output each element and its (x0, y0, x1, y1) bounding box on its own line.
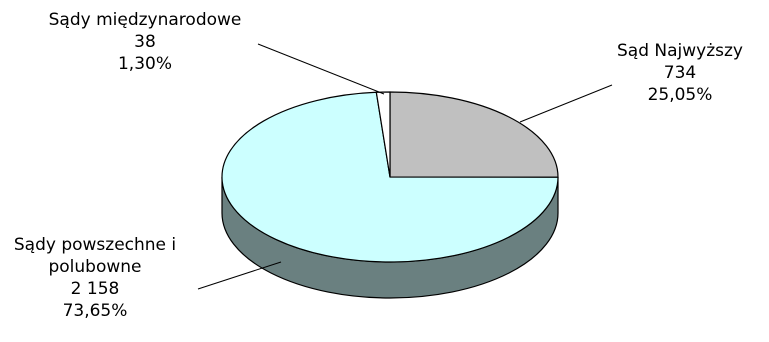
pie-slice-0 (389, 91, 559, 178)
label-sad-najwyzszy-name: Sąd Najwyższy (617, 41, 743, 61)
leader-sady-powszechne (197, 261, 282, 290)
label-sady-powszechne-percent: 73,65% (62, 301, 128, 321)
label-sady-powszechne-name: Sądy powszechne i (13, 235, 177, 255)
label-sady-miedzynarodowe-name: Sądy międzynarodowe (48, 10, 242, 30)
leader-sady-miedzynarodowe (257, 43, 385, 95)
pie-slice-2 (375, 91, 391, 178)
label-sady-powszechne-name2: polubowne (48, 257, 142, 277)
label-sady-miedzynarodowe: Sądy międzynarodowe 38 1,30% (30, 9, 260, 75)
leader-sad-najwyzszy (519, 84, 613, 123)
label-sady-powszechne: Sądy powszechne i polubowne 2 158 73,65% (0, 234, 190, 322)
label-sady-powszechne-value: 2 158 (70, 279, 120, 299)
label-sad-najwyzszy-percent: 25,05% (647, 85, 713, 105)
label-sad-najwyzszy-value: 734 (663, 63, 697, 83)
label-sad-najwyzszy: Sąd Najwyższy 734 25,05% (590, 40, 769, 106)
label-sady-miedzynarodowe-percent: 1,30% (117, 54, 172, 74)
label-sady-miedzynarodowe-value: 38 (134, 32, 156, 52)
